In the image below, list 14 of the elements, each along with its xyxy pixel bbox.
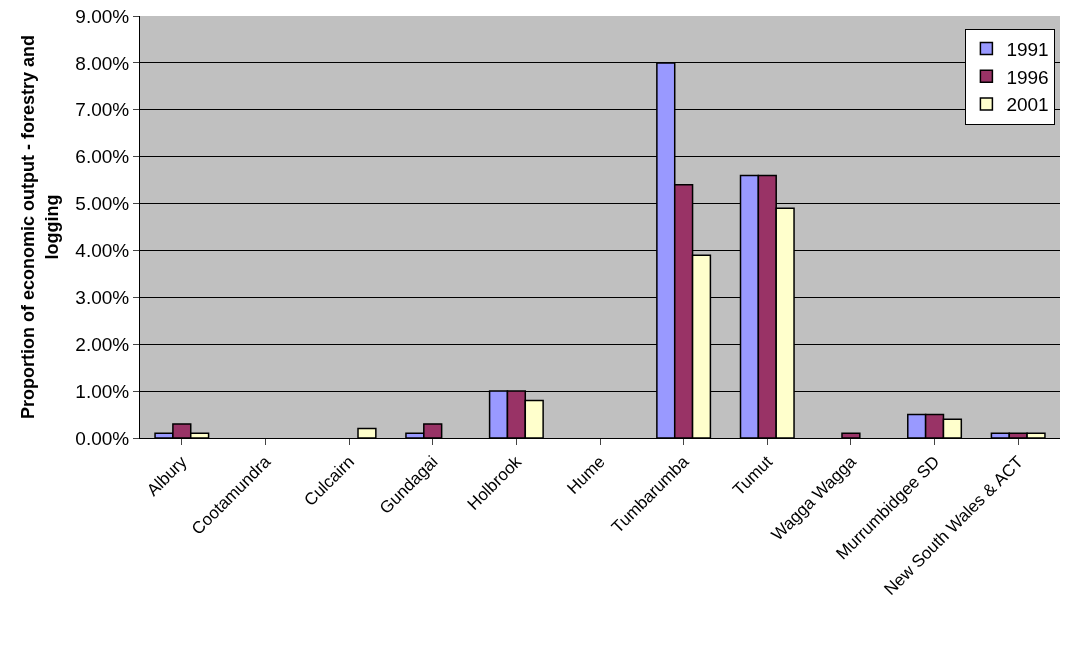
legend-label: 2001 [1006,94,1049,116]
y-tick-label: 0.00% [75,427,130,449]
y-tick-label: 3.00% [75,286,130,308]
legend-label: 1991 [1006,38,1049,60]
legend-label: 1996 [1006,66,1049,88]
y-tick-label: 9.00% [75,5,130,27]
y-tick-label: 5.00% [75,193,130,215]
y-tick-label: 6.00% [75,146,130,168]
y-tick-label: 2.00% [75,333,130,355]
y-axis-title: Proportion of economic output - forestry and logging [18,35,62,419]
y-tick-label: 7.00% [75,99,130,121]
y-tick-label: 1.00% [75,380,130,402]
y-tick-label: 4.00% [75,240,130,262]
y-tick-label: 8.00% [75,52,130,74]
